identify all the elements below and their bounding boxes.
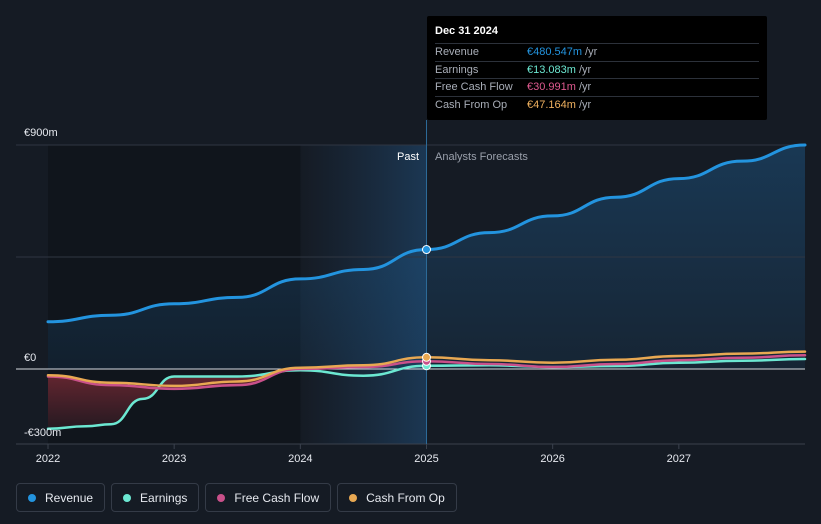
x-tick-label: 2026 <box>540 453 564 465</box>
legend-item-free-cash-flow[interactable]: Free Cash Flow <box>205 483 332 512</box>
x-tick-label: 2025 <box>414 453 438 465</box>
free-cash-flow-dot-icon <box>217 493 226 502</box>
x-tick-label: 2024 <box>288 453 312 465</box>
legend-item-cash-from-op[interactable]: Cash From Op <box>337 483 457 512</box>
x-tick-label: 2022 <box>36 453 60 465</box>
tooltip-unit: /yr <box>578 98 592 111</box>
tooltip-unit: /yr <box>585 46 598 59</box>
tooltip-label: Cash From Op <box>435 98 508 111</box>
legend: Revenue Earnings Free Cash Flow Cash Fro… <box>16 483 457 512</box>
x-tick-label: 2023 <box>162 453 186 465</box>
tooltip-row-earnings: Earnings €13.083m /yr <box>435 60 759 79</box>
marker-cash-from-op <box>422 352 431 362</box>
tooltip-value: €30.991m <box>527 81 576 94</box>
tooltip-value: €13.083m <box>527 63 576 76</box>
legend-item-revenue[interactable]: Revenue <box>16 483 106 512</box>
marker-revenue <box>422 245 431 255</box>
tooltip-date: Dec 31 2024 <box>435 25 498 37</box>
tooltip-row-fcf: Free Cash Flow €30.991m /yr <box>435 78 759 96</box>
tooltip: Dec 31 2024 Revenue €480.547m /yr Earnin… <box>427 16 767 120</box>
y-tick-label-bottom: -€300m <box>24 427 61 439</box>
tooltip-row-revenue: Revenue €480.547m /yr <box>435 43 759 61</box>
x-tick-label: 2027 <box>667 453 691 465</box>
series-line-earnings <box>46 357 807 430</box>
cash-from-op-dot-icon <box>349 493 358 502</box>
tooltip-label: Revenue <box>435 46 480 59</box>
revenue-dot-icon <box>28 493 36 502</box>
tooltip-unit: /yr <box>578 63 592 76</box>
legend-label: Revenue <box>45 490 94 505</box>
tooltip-row-cfo: Cash From Op €47.164m /yr <box>435 95 759 114</box>
legend-item-earnings[interactable]: Earnings <box>111 483 200 512</box>
tooltip-unit: /yr <box>578 81 592 94</box>
legend-label: Free Cash Flow <box>234 490 320 505</box>
tooltip-value: €47.164m <box>527 98 576 111</box>
y-tick-label-zero: €0 <box>24 352 36 364</box>
forecast-label: Analysts Forecasts <box>435 151 528 163</box>
earnings-dot-icon <box>123 493 132 502</box>
past-label: Past <box>397 151 419 163</box>
tooltip-value: €480.547m <box>527 46 583 59</box>
tooltip-label: Earnings <box>435 63 479 76</box>
tooltip-label: Free Cash Flow <box>435 81 513 94</box>
legend-label: Cash From Op <box>366 490 445 505</box>
y-tick-label-top: €900m <box>24 127 58 139</box>
legend-label: Earnings <box>140 490 188 505</box>
